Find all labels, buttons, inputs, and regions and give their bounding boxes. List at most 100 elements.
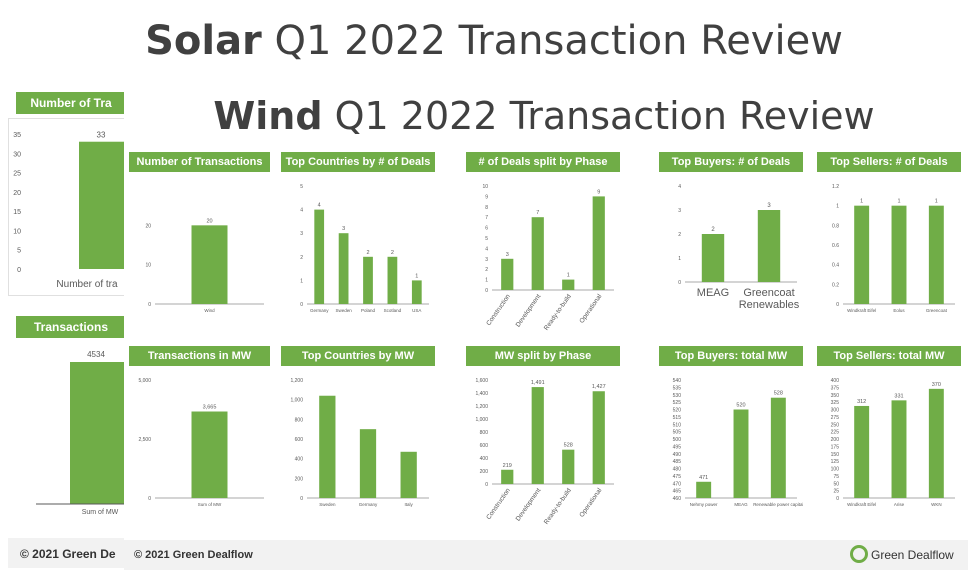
solar-chart-number: 35 30 25 20 15 10 5 0 33 Number of tra <box>13 131 129 290</box>
y-tick-label: 1,000 <box>475 417 488 423</box>
bar-value-label: 2 <box>366 250 369 256</box>
y-tick-label: 250 <box>831 422 840 428</box>
x-tick-label: Germany <box>310 308 329 313</box>
y-tick-label: 20 <box>145 223 151 229</box>
y-tick-label: 400 <box>831 378 840 384</box>
bar-chart: 20 10 0 20 Wind <box>145 218 264 313</box>
solar-y-tick: 35 <box>13 132 21 139</box>
y-tick-label: 535 <box>673 385 682 391</box>
bar <box>733 409 749 498</box>
bar-value-label: 219 <box>503 463 512 469</box>
y-tick-label: 500 <box>673 437 682 443</box>
bar <box>854 405 870 498</box>
bar <box>592 196 605 290</box>
bar <box>891 205 907 304</box>
chart-title: Top Countries by # of Deals <box>281 152 435 172</box>
y-tick-label: 1 <box>300 278 303 284</box>
x-tick-label: MEAG <box>697 287 729 299</box>
bar-value-label: 2 <box>391 250 394 256</box>
y-tick-label: 0 <box>148 496 151 502</box>
x-tick-label: Greencoat <box>926 308 948 313</box>
bar <box>191 411 228 498</box>
solar-y-tick: 20 <box>13 190 21 197</box>
x-tick-label: Construction <box>485 293 512 327</box>
y-tick-label: 0 <box>300 496 303 502</box>
solar-header-number: Number of Tra <box>16 92 126 114</box>
chart-panel: Top Sellers: total MW 400 375 350 325 300 275 2… <box>817 346 961 528</box>
chart-title: Top Sellers: total MW <box>817 346 961 366</box>
y-tick-label: 300 <box>831 408 840 414</box>
bar-chart: 5405355305255205155105055004954904854804… <box>673 378 803 507</box>
bar <box>701 234 725 282</box>
bar-chart: 1.2 1 0.8 0.6 0.4 0.2 0 1 Windkraft Eifel 1 Eolus 1… <box>832 184 955 313</box>
x-tick-label: Ready-to-build <box>543 487 573 526</box>
x-tick-label: Greencoat <box>743 287 794 299</box>
y-tick-label: 485 <box>673 459 682 465</box>
y-tick-label: 0.6 <box>832 243 839 249</box>
bar <box>338 233 349 304</box>
x-tick-label: Operational <box>578 487 603 519</box>
y-tick-label: 1 <box>836 204 839 210</box>
bar-value-label: 1 <box>935 199 938 205</box>
y-tick-label: 530 <box>673 393 682 399</box>
y-tick-label: 125 <box>831 459 840 465</box>
bar-value-label: 528 <box>564 443 573 449</box>
bar <box>928 205 944 304</box>
y-tick-label: 225 <box>831 430 840 436</box>
bar-value-label: 312 <box>857 399 866 405</box>
x-tick-label: WKN <box>931 502 942 507</box>
solar-title-rest: Q1 2022 Transaction Review <box>261 18 843 64</box>
bar-value-label: 7 <box>536 210 539 216</box>
solar-chart-mw: 4534 Sum of MW <box>36 350 128 516</box>
y-tick-label: 10 <box>145 263 151 269</box>
bar-value-label: 1 <box>897 199 900 205</box>
y-tick-label: 5,000 <box>138 378 151 384</box>
x-tick-label: Development <box>515 487 543 523</box>
y-tick-label: 0 <box>678 280 681 286</box>
chart-title: Top Buyers: total MW <box>659 346 803 366</box>
y-tick-label: 150 <box>831 452 840 458</box>
chart-panel: Transactions in MW 5,000 2,500 0 3,665 Sum of… <box>129 346 270 528</box>
bar <box>770 397 786 498</box>
y-tick-label: 520 <box>673 408 682 414</box>
y-tick-label: 5 <box>485 236 488 242</box>
chart-panel: Top Countries by # of Deals 5 4 3 2 1 0 4 German… <box>281 152 435 334</box>
bar <box>928 388 944 498</box>
brand-name: Green Dealflow <box>871 548 954 562</box>
wind-footer <box>124 540 968 570</box>
bar <box>562 449 575 484</box>
y-tick-label: 200 <box>831 437 840 443</box>
wind-title-rest: Q1 2022 Transaction Review <box>322 94 875 138</box>
y-tick-label: 375 <box>831 385 840 391</box>
x-tick-label: Poland <box>361 308 376 313</box>
solar-title-bold: Solar <box>145 18 262 64</box>
solar-bar-mw-label: 4534 <box>87 350 105 359</box>
solar-y-tick: 25 <box>13 171 21 178</box>
wind-slide: Number of Transactions 20 10 0 20 Wind Top Cou… <box>124 90 968 573</box>
chart-title: MW split by Phase <box>466 346 620 366</box>
y-tick-label: 460 <box>673 496 682 502</box>
y-tick-label: 0 <box>836 302 839 308</box>
y-tick-label: 505 <box>673 430 682 436</box>
y-tick-label: 3 <box>678 208 681 214</box>
bar-value-label: 471 <box>699 475 708 481</box>
y-tick-label: 1,000 <box>290 398 303 404</box>
bar-chart: 5,000 2,500 0 3,665 Sum of MW <box>138 378 264 507</box>
solar-panel-number: 35 30 25 20 15 10 5 0 33 Number of tra <box>8 118 130 296</box>
y-tick-label: 10 <box>482 184 488 190</box>
x-tick-label: Germany <box>359 502 378 507</box>
y-tick-label: 0 <box>485 482 488 488</box>
solar-bar-count <box>79 141 129 269</box>
y-tick-label: 350 <box>831 393 840 399</box>
y-tick-label: 4 <box>485 246 488 252</box>
x-tick-label: Scotland <box>384 308 402 313</box>
y-tick-label: 0 <box>148 302 151 308</box>
copyright-text: © 2021 Green Dealflow <box>134 549 253 561</box>
y-tick-label: 0 <box>485 288 488 294</box>
y-tick-label: 1,400 <box>475 391 488 397</box>
wind-title-bold: Wind <box>213 94 323 138</box>
solar-slide-title: Solar Q1 2022 Transaction Review <box>10 18 968 64</box>
x-tick-label: MEAG <box>734 502 748 507</box>
y-tick-label: 600 <box>295 437 304 443</box>
